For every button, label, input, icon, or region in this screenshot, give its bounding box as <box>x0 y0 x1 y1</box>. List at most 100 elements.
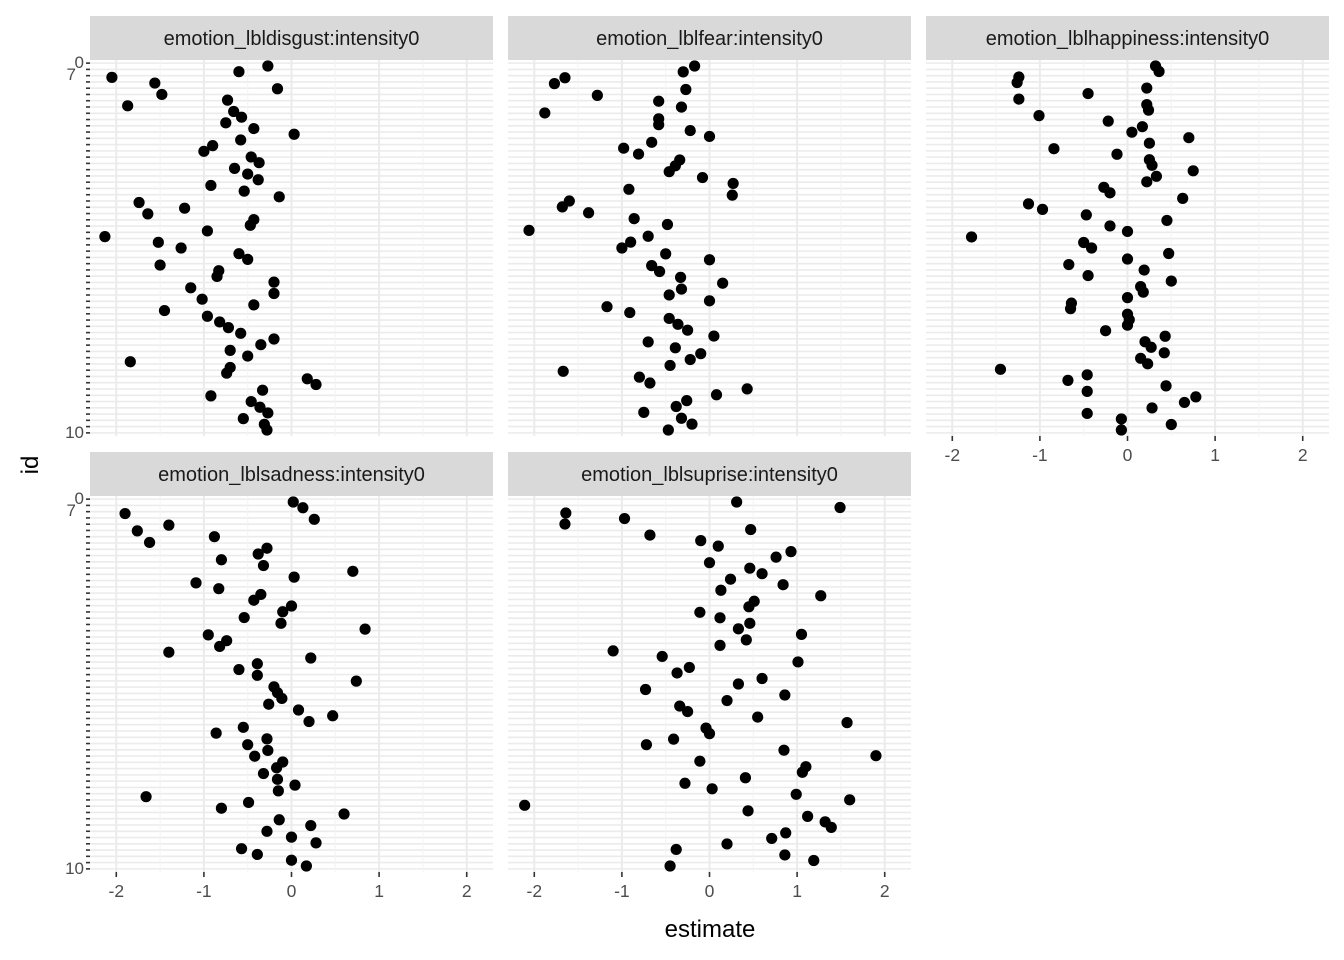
data-point <box>131 525 143 537</box>
data-point <box>310 837 322 849</box>
data-point <box>347 565 359 577</box>
data-point <box>715 584 727 596</box>
x-tick-label: -2 <box>109 881 125 901</box>
data-point <box>1102 115 1114 127</box>
data-point <box>616 242 628 254</box>
data-point <box>257 559 270 572</box>
data-point <box>559 518 571 530</box>
data-point <box>1082 87 1094 100</box>
x-tick-label: -1 <box>1032 445 1048 465</box>
data-point <box>257 767 270 780</box>
data-point <box>179 202 191 214</box>
data-point <box>221 94 234 106</box>
data-point <box>727 177 739 190</box>
data-point <box>163 646 175 658</box>
data-point <box>261 542 273 554</box>
data-point <box>792 656 804 668</box>
data-point <box>288 571 300 583</box>
data-point <box>242 253 254 265</box>
data-point <box>1141 176 1153 188</box>
data-point <box>700 722 712 734</box>
data-point <box>255 339 267 351</box>
data-point <box>714 612 726 624</box>
data-point <box>249 750 261 762</box>
data-point <box>142 208 154 220</box>
data-point <box>675 283 688 295</box>
data-point <box>261 825 273 837</box>
data-point <box>712 540 724 552</box>
data-point <box>625 236 637 248</box>
data-point <box>1099 325 1112 337</box>
data-point <box>338 808 350 820</box>
facet-title: emotion_lblhappiness:intensity0 <box>986 28 1270 50</box>
data-point <box>870 750 882 762</box>
data-point <box>721 694 733 707</box>
data-point <box>646 260 658 272</box>
data-point <box>1146 402 1158 414</box>
data-point <box>653 265 666 278</box>
data-point <box>251 658 263 670</box>
data-point <box>99 231 111 243</box>
data-point <box>557 365 569 377</box>
data-point <box>261 733 273 745</box>
data-point <box>163 519 175 531</box>
data-point <box>301 373 313 385</box>
data-point <box>305 819 317 832</box>
data-point <box>359 623 371 635</box>
data-point <box>724 573 737 585</box>
data-point <box>1082 269 1094 282</box>
data-point <box>271 773 284 785</box>
data-point <box>677 66 689 78</box>
data-point <box>224 361 236 374</box>
data-point <box>779 849 791 861</box>
data-point <box>815 590 827 602</box>
data-point <box>695 535 707 547</box>
data-point <box>196 293 208 305</box>
data-point <box>1013 71 1025 83</box>
facet-panel-2: emotion_lblfear:intensity0 <box>508 16 911 436</box>
data-point <box>119 507 131 520</box>
data-point <box>1065 297 1078 309</box>
data-point <box>519 799 531 811</box>
data-point <box>740 634 752 646</box>
data-point <box>256 384 269 396</box>
facet-title: emotion_lblfear:intensity0 <box>596 28 823 50</box>
data-point <box>235 843 248 855</box>
data-point <box>790 788 802 800</box>
data-point <box>683 661 695 674</box>
data-point <box>1013 93 1025 105</box>
data-point <box>653 95 665 107</box>
data-point <box>742 805 754 817</box>
data-point <box>1187 165 1199 177</box>
data-point <box>674 700 686 712</box>
data-point <box>779 689 791 701</box>
data-point <box>778 744 790 756</box>
data-point <box>819 816 831 828</box>
data-point <box>632 148 645 160</box>
data-point <box>780 827 792 839</box>
data-point <box>644 529 656 541</box>
data-point <box>253 157 265 169</box>
data-point <box>591 89 603 101</box>
data-point <box>680 83 692 96</box>
data-point <box>235 327 247 339</box>
data-point <box>273 191 285 203</box>
data-point <box>726 189 738 201</box>
data-point <box>1036 203 1049 215</box>
data-point <box>1121 292 1134 304</box>
data-point <box>670 843 682 856</box>
data-point <box>708 330 720 342</box>
data-point <box>262 407 274 419</box>
data-point <box>235 134 247 146</box>
data-point <box>741 383 753 395</box>
data-point <box>834 501 846 514</box>
data-point <box>268 287 280 300</box>
data-point <box>1141 99 1153 111</box>
data-point <box>539 107 551 119</box>
data-point <box>1121 308 1134 320</box>
data-point <box>670 400 682 413</box>
data-point <box>215 802 228 814</box>
data-point <box>766 832 778 845</box>
data-point <box>288 128 300 140</box>
